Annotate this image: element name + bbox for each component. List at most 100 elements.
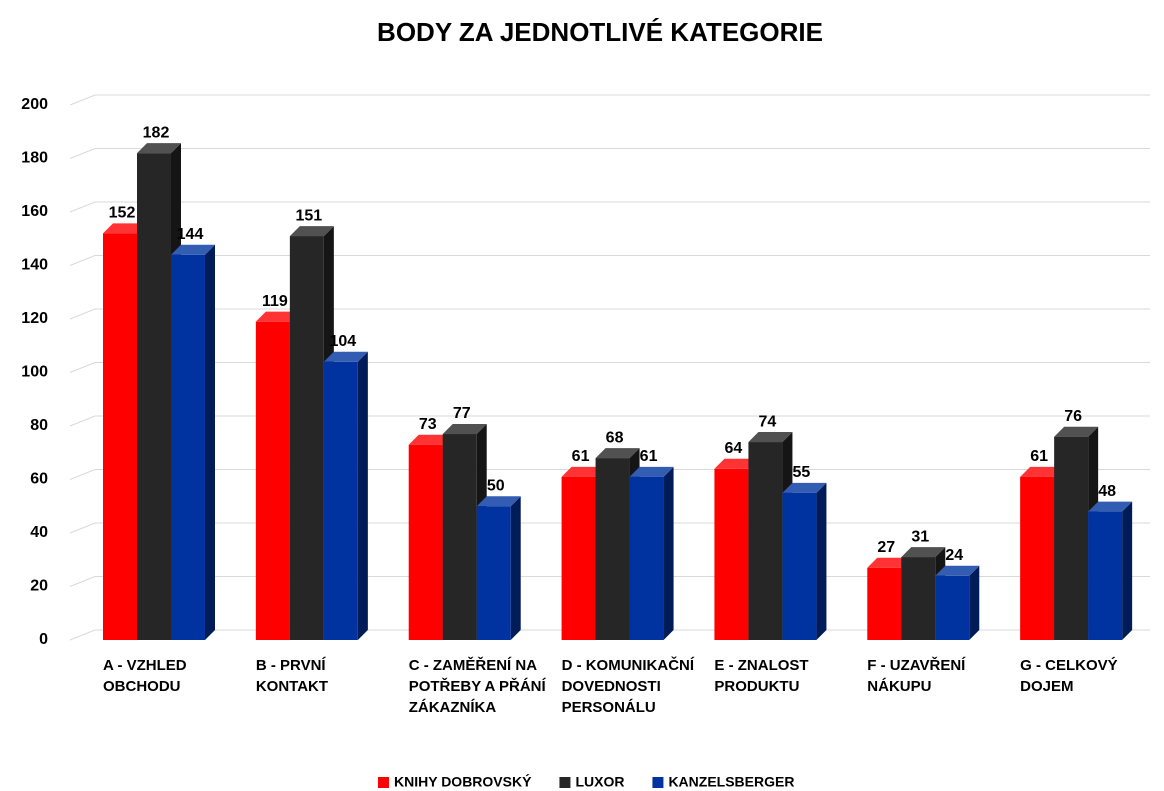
bar (171, 254, 205, 641)
bar-side (663, 466, 674, 640)
y-tick-label: 40 (30, 524, 48, 541)
grid-line (69, 201, 1150, 213)
bar-top (782, 482, 827, 493)
x-tick-label: G - CELKOVÝ DOJEM (1020, 657, 1118, 695)
value-label: 68 (606, 429, 624, 446)
bar (408, 444, 443, 640)
value-label: 61 (1030, 448, 1048, 465)
y-tick-label: 200 (21, 96, 48, 113)
bar-top (629, 466, 674, 477)
grid-line (69, 415, 1150, 427)
bar-top (748, 432, 793, 443)
x-tick-label: A - VZHLED OBCHODU (103, 657, 187, 695)
bar-top (289, 226, 334, 237)
y-tick-label: 180 (21, 150, 48, 167)
bar-top (476, 496, 521, 507)
grid-line (69, 308, 1150, 320)
bar-side (510, 496, 521, 640)
y-tick-label: 60 (30, 471, 48, 488)
legend-label: KNIHY DOBROVSKÝ (394, 773, 532, 790)
y-tick-label: 140 (21, 257, 48, 274)
bar-top (561, 466, 606, 477)
bar-side (969, 565, 980, 640)
bar-side (357, 351, 368, 640)
bar (935, 575, 970, 640)
legend-label: LUXOR (575, 774, 624, 790)
value-label: 119 (262, 293, 288, 310)
bar-top (1088, 501, 1133, 512)
bar-top (1054, 426, 1099, 437)
grid-line (69, 94, 1150, 106)
legend-swatch (378, 777, 389, 788)
bar (137, 153, 171, 640)
value-label: 27 (877, 539, 895, 556)
bar (1054, 436, 1089, 640)
value-label: 24 (945, 547, 963, 564)
value-label: 76 (1064, 408, 1082, 425)
value-label: 77 (453, 405, 471, 422)
x-tick-label: E - ZNALOST PRODUKTU (714, 657, 809, 695)
y-tick-label: 80 (30, 417, 48, 434)
bar (103, 233, 137, 640)
value-label: 182 (143, 124, 170, 141)
bar-top (935, 565, 980, 576)
bar (714, 468, 749, 640)
bar-top (901, 547, 946, 558)
bar-top (255, 311, 300, 322)
x-tick-label: C - ZAMĚŘENÍ NA POTŘEBY A PŘÁNÍ ZÁKAZNÍK… (408, 657, 546, 716)
y-tick-label: 160 (21, 203, 48, 220)
value-label: 31 (911, 528, 929, 545)
bar (1020, 476, 1055, 640)
legend-swatch (559, 777, 571, 788)
bar-side (205, 244, 215, 641)
grid-line (69, 469, 1150, 480)
bar-side (1122, 501, 1133, 640)
bar-top (323, 351, 368, 362)
value-label: 104 (330, 333, 357, 350)
value-label: 73 (419, 416, 437, 433)
x-tick-label: D - KOMUNIKAČNÍ DOVEDNOSTI PERSONÁLU (561, 657, 695, 716)
value-label: 50 (487, 477, 505, 494)
x-tick-label: F - UZAVŘENÍ NÁKUPU (867, 657, 966, 695)
bar (629, 476, 664, 640)
bar-top (137, 143, 181, 154)
bar (561, 476, 596, 640)
bar (867, 567, 902, 640)
value-label: 74 (759, 413, 777, 430)
grid-line (69, 255, 1150, 266)
bar (255, 321, 290, 640)
legend-label: KANZELSBERGER (668, 774, 794, 790)
value-label: 151 (296, 207, 323, 224)
bar-top (867, 557, 912, 568)
bar (289, 236, 324, 640)
value-label: 61 (640, 448, 658, 465)
bar-side (816, 482, 827, 640)
bar-top (171, 244, 215, 255)
bar (1088, 511, 1123, 640)
bar (476, 506, 511, 640)
value-label: 152 (109, 205, 136, 222)
value-label: 144 (177, 226, 204, 243)
bar-top (442, 424, 487, 435)
bar-top (103, 223, 147, 234)
y-tick-label: 0 (39, 631, 48, 648)
bar-top (408, 434, 453, 445)
y-tick-label: 20 (30, 578, 48, 595)
y-tick-label: 100 (21, 364, 48, 381)
value-label: 64 (725, 440, 743, 457)
grid-line (69, 148, 1150, 159)
value-label: 48 (1098, 483, 1116, 500)
bar (782, 492, 817, 640)
bar-top (1020, 466, 1065, 477)
x-tick-label: B - PRVNÍ KONTAKT (255, 657, 329, 695)
value-label: 55 (793, 464, 811, 481)
grid-line (69, 362, 1150, 373)
bar (748, 442, 783, 640)
bar-top (714, 458, 759, 469)
bar-top (595, 448, 640, 459)
bar (901, 557, 936, 640)
value-label: 61 (572, 448, 590, 465)
y-tick-label: 120 (21, 310, 48, 327)
